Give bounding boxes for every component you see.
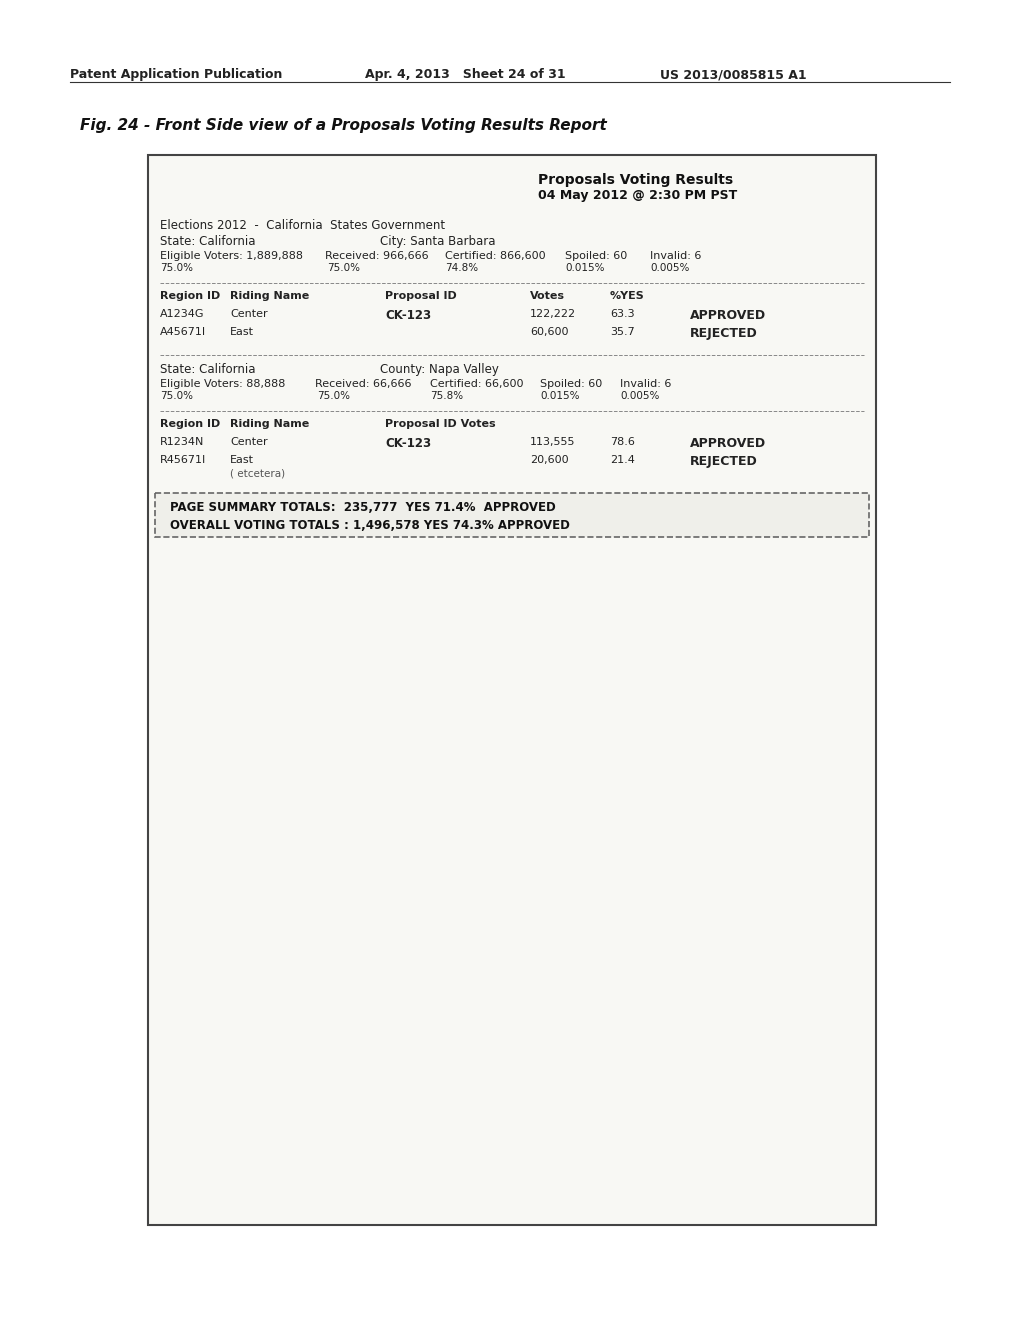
Text: Received: 66,666: Received: 66,666 [315,379,412,389]
Text: REJECTED: REJECTED [690,327,758,341]
Text: Eligible Voters: 88,888: Eligible Voters: 88,888 [160,379,286,389]
Text: Proposals Voting Results: Proposals Voting Results [538,173,733,187]
FancyBboxPatch shape [155,492,869,537]
Text: US 2013/0085815 A1: US 2013/0085815 A1 [660,69,807,81]
Text: 0.015%: 0.015% [540,391,580,401]
Text: Apr. 4, 2013   Sheet 24 of 31: Apr. 4, 2013 Sheet 24 of 31 [365,69,565,81]
Text: Fig. 24 - Front Side view of a Proposals Voting Results Report: Fig. 24 - Front Side view of a Proposals… [80,117,607,133]
Text: Received: 966,666: Received: 966,666 [325,251,429,261]
Text: ( etcetera): ( etcetera) [230,469,285,479]
Text: East: East [230,455,254,465]
Text: A1234G: A1234G [160,309,205,319]
Text: County: Napa Valley: County: Napa Valley [380,363,499,376]
Text: 35.7: 35.7 [610,327,635,337]
Text: Eligible Voters: 1,889,888: Eligible Voters: 1,889,888 [160,251,303,261]
Text: 78.6: 78.6 [610,437,635,447]
Text: CK-123: CK-123 [385,309,431,322]
Text: PAGE SUMMARY TOTALS:  235,777  YES 71.4%  APPROVED: PAGE SUMMARY TOTALS: 235,777 YES 71.4% A… [170,502,556,513]
Text: 122,222: 122,222 [530,309,577,319]
Text: Riding Name: Riding Name [230,290,309,301]
Text: East: East [230,327,254,337]
Text: Proposal ID: Proposal ID [385,290,457,301]
Text: 0.015%: 0.015% [565,263,604,273]
Text: Spoiled: 60: Spoiled: 60 [540,379,602,389]
Text: City: Santa Barbara: City: Santa Barbara [380,235,496,248]
Text: Votes: Votes [530,290,565,301]
Text: Center: Center [230,437,267,447]
Text: Patent Application Publication: Patent Application Publication [70,69,283,81]
Text: Center: Center [230,309,267,319]
Text: R1234N: R1234N [160,437,205,447]
Text: OVERALL VOTING TOTALS : 1,496,578 YES 74.3% APPROVED: OVERALL VOTING TOTALS : 1,496,578 YES 74… [170,519,570,532]
Text: Region ID: Region ID [160,290,220,301]
Text: 113,555: 113,555 [530,437,575,447]
Text: 0.005%: 0.005% [650,263,689,273]
Text: 60,600: 60,600 [530,327,568,337]
Text: Proposal ID Votes: Proposal ID Votes [385,418,496,429]
Text: %YES: %YES [610,290,645,301]
Text: 75.0%: 75.0% [160,391,193,401]
Text: 74.8%: 74.8% [445,263,478,273]
Text: 20,600: 20,600 [530,455,568,465]
Text: 75.0%: 75.0% [327,263,360,273]
Text: CK-123: CK-123 [385,437,431,450]
Text: Certified: 866,600: Certified: 866,600 [445,251,546,261]
Text: Spoiled: 60: Spoiled: 60 [565,251,628,261]
Text: 63.3: 63.3 [610,309,635,319]
Text: REJECTED: REJECTED [690,455,758,469]
Text: 75.8%: 75.8% [430,391,463,401]
Text: 0.005%: 0.005% [620,391,659,401]
Text: Elections 2012  -  California  States Government: Elections 2012 - California States Gover… [160,219,445,232]
Text: A45671I: A45671I [160,327,206,337]
Text: APPROVED: APPROVED [690,309,766,322]
Text: 75.0%: 75.0% [317,391,350,401]
Text: Invalid: 6: Invalid: 6 [620,379,672,389]
Text: State: California: State: California [160,363,256,376]
Text: APPROVED: APPROVED [690,437,766,450]
Text: R45671I: R45671I [160,455,206,465]
Text: Region ID: Region ID [160,418,220,429]
Text: 21.4: 21.4 [610,455,635,465]
Text: Certified: 66,600: Certified: 66,600 [430,379,523,389]
Text: Invalid: 6: Invalid: 6 [650,251,701,261]
Text: 04 May 2012 @ 2:30 PM PST: 04 May 2012 @ 2:30 PM PST [538,189,737,202]
Text: State: California: State: California [160,235,256,248]
Text: Riding Name: Riding Name [230,418,309,429]
Text: 75.0%: 75.0% [160,263,193,273]
FancyBboxPatch shape [148,154,876,1225]
